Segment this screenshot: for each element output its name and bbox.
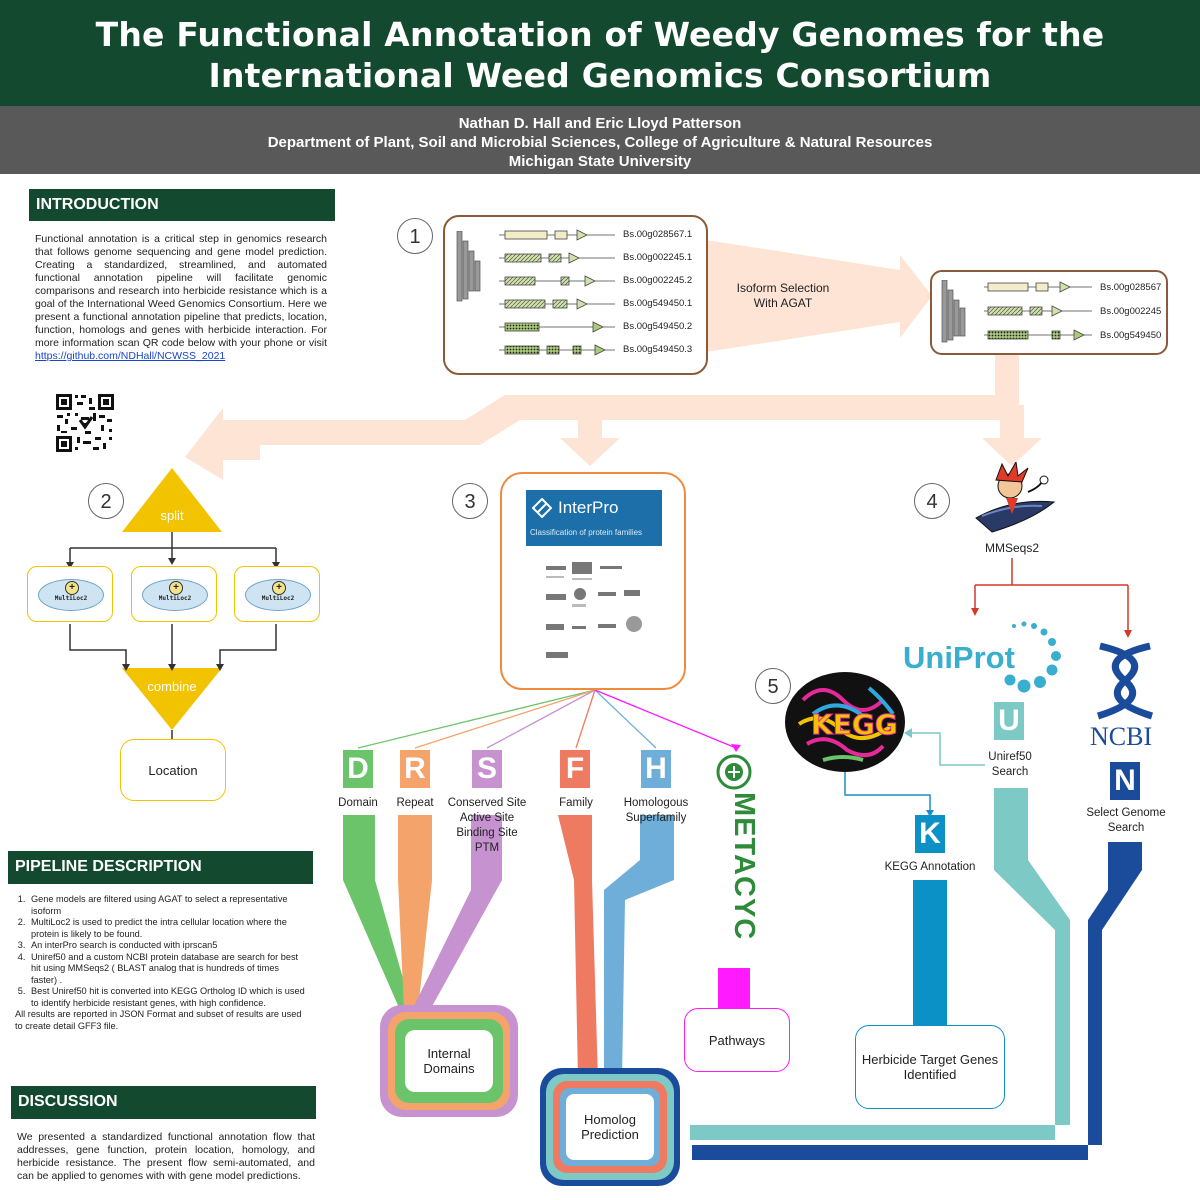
homologous-superfamily-label: Homologous Superfamily — [623, 797, 689, 824]
location-box: Location — [120, 739, 226, 801]
ncbi-helix-icon — [1096, 642, 1154, 720]
ncbi-logo: NCBI — [1090, 722, 1153, 751]
kegg-logo-icon: KEGG — [785, 672, 905, 772]
letter-tile-u: U — [994, 702, 1024, 740]
isoform-label: Bs.00g549450.1 — [623, 298, 693, 309]
gene-cluster-icon — [456, 231, 481, 302]
selected-label: Bs.00g028567 — [1100, 282, 1162, 293]
introduction-heading: INTRODUCTION — [29, 189, 335, 221]
interpro-box: InterPro Classification of protein famil… — [500, 472, 686, 690]
herbicide-target-box: Herbicide Target Genes Identified — [855, 1025, 1005, 1109]
metacyc-wordmark: METACYC — [710, 790, 760, 965]
isoform-label: Bs.00g549450.3 — [623, 344, 693, 355]
pipeline-step: Uniref50 and a custom NCBI protein datab… — [28, 952, 307, 987]
letter-tile-f: F — [560, 750, 590, 788]
multiloc-box: + MultiLoc2 — [131, 566, 217, 622]
isoform-label: Bs.00g002245.2 — [623, 275, 693, 286]
domain-label: Domain — [338, 797, 378, 809]
uniref-search-label: Uniref50 Search — [988, 751, 1032, 778]
kegg-annotation-label: KEGG Annotation — [884, 861, 976, 873]
github-link[interactable]: https://github.com/NDHall/NCWSS_2021 — [35, 350, 226, 362]
selected-label: Bs.00g002245 — [1100, 306, 1162, 317]
kegg-wordmark: KEGG — [811, 708, 898, 741]
combine-triangle — [122, 668, 222, 730]
letter-tile-d: D — [343, 750, 373, 788]
conserved-site-label: Conserved Site Active Site Binding Site … — [447, 797, 527, 854]
homolog-prediction-box: Homolog Prediction — [566, 1094, 654, 1160]
split-label: split — [160, 508, 184, 523]
plus-icon: + — [272, 581, 286, 595]
selected-isoforms-box: Bs.00g028567 Bs.00g002245 Bs.00g549450 — [930, 270, 1168, 355]
isoform-label: Bs.00g002245.1 — [623, 252, 693, 263]
plus-icon: + — [65, 581, 79, 595]
pipeline-steps: Gene models are filtered using AGAT to s… — [12, 894, 307, 1009]
internal-domains-box: Internal Domains — [405, 1030, 493, 1092]
title-banner: The Functional Annotation of Weedy Genom… — [0, 0, 1200, 106]
isoform-selection-arrow — [706, 240, 932, 352]
isoform-selection-label: Isoform Selection With AGAT — [736, 281, 830, 310]
uniprot-dots-icon — [1004, 621, 1061, 693]
interpro-tagline: Classification of protein families — [530, 528, 643, 537]
author-banner: Nathan D. Hall and Eric Lloyd Patterson … — [0, 106, 1200, 174]
letter-tile-n: N — [1110, 762, 1140, 800]
gene-cluster-icon — [941, 280, 966, 343]
letter-tile-k: K — [915, 815, 945, 853]
family-label: Family — [559, 797, 593, 809]
pipeline-note: All results are reported in JSON Format … — [15, 1009, 302, 1031]
member-databases-icon — [546, 562, 642, 658]
discussion-text: We presented a standardized functional a… — [17, 1131, 315, 1182]
selected-label: Bs.00g549450 — [1100, 330, 1162, 341]
plus-icon: + — [169, 581, 183, 595]
step-number: 4 — [914, 483, 950, 519]
interpro-name: InterPro — [558, 498, 619, 517]
isoform-models — [499, 229, 615, 356]
qr-code-icon[interactable] — [55, 393, 115, 453]
mmseqs-label: MMSeqs2 — [984, 541, 1040, 555]
poster-title: The Functional Annotation of Weedy Genom… — [0, 0, 1200, 96]
metacyc-label: METACYC — [728, 792, 760, 941]
letter-tile-h: H — [641, 750, 671, 788]
repeat-label: Repeat — [396, 797, 434, 809]
step-number: 3 — [452, 483, 488, 519]
pipeline-step: MultiLoc2 is used to predict the intra c… — [28, 917, 307, 940]
multiloc-box: + MultiLoc2 — [27, 566, 113, 622]
multiloc-label: MultiLoc2 — [158, 595, 192, 602]
interpro-icon — [532, 498, 552, 518]
uniprot-logo: UniProt — [903, 640, 1015, 675]
isoform-label: Bs.00g549450.2 — [623, 321, 693, 332]
pipeline-step: Gene models are filtered using AGAT to s… — [28, 894, 307, 917]
title-line-1: The Functional Annotation of Weedy Genom… — [95, 15, 1105, 54]
department: Department of Plant, Soil and Microbial … — [267, 134, 933, 151]
multiloc-label: MultiLoc2 — [54, 595, 88, 602]
introduction-body: Functional annotation is a critical step… — [35, 233, 327, 349]
metacyc-icon — [716, 754, 752, 790]
split-triangle — [122, 468, 222, 532]
step-number: 5 — [755, 668, 791, 704]
pipeline-description: Gene models are filtered using AGAT to s… — [12, 894, 307, 1032]
letter-tile-s: S — [472, 750, 502, 788]
selected-models — [984, 281, 1092, 341]
university: Michigan State University — [508, 153, 692, 170]
discussion-heading: DISCUSSION — [11, 1086, 316, 1119]
authors: Nathan D. Hall and Eric Lloyd Patterson — [458, 115, 742, 132]
pathways-box: Pathways — [684, 1008, 790, 1072]
mmseqs-logo-icon — [975, 462, 1056, 533]
combine-label: combine — [147, 679, 197, 694]
pipeline-step: An interPro search is conducted with ipr… — [28, 940, 307, 952]
isoform-label: Bs.00g028567.1 — [623, 229, 693, 240]
select-genome-search-label: Select Genome Search — [1086, 807, 1166, 834]
step-number: 2 — [88, 483, 124, 519]
interpro-logo: InterPro Classification of protein famil… — [526, 490, 662, 546]
multiloc-box: + MultiLoc2 — [234, 566, 320, 622]
pipeline-heading: PIPELINE DESCRIPTION — [8, 851, 313, 884]
step-number: 1 — [397, 218, 433, 254]
title-line-2: International Weed Genomics Consortium — [208, 56, 992, 95]
isoform-box: Bs.00g028567.1 Bs.00g002245.1 Bs.00g0022… — [443, 215, 708, 375]
pipeline-step: Best Uniref50 hit is converted into KEGG… — [28, 986, 307, 1009]
letter-tile-r: R — [400, 750, 430, 788]
multiloc-label: MultiLoc2 — [261, 595, 295, 602]
introduction-text: Functional annotation is a critical step… — [35, 233, 327, 363]
